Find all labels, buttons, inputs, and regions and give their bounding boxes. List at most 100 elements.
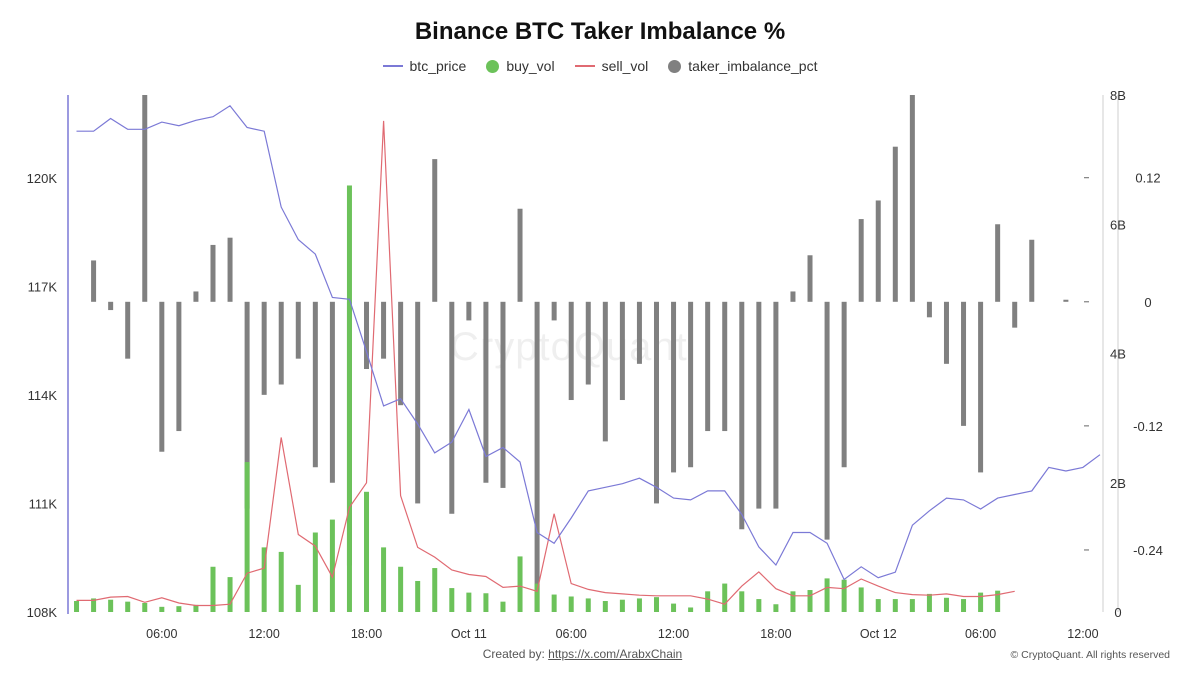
- imbalance-bar: [108, 301, 114, 311]
- buy-vol-bar: [875, 599, 881, 612]
- buy-vol-bar: [500, 601, 506, 612]
- imbalance-bar: [824, 301, 830, 540]
- buy-vol-bar: [926, 593, 932, 612]
- imbalance-bar: [671, 301, 677, 473]
- imbalance-bar: [466, 301, 472, 321]
- imbalance-bar: [500, 301, 506, 488]
- btc-price-line: [76, 105, 1101, 581]
- watermark: CryptoQuant: [450, 325, 688, 370]
- buy-vol-bar: [773, 604, 779, 612]
- x-tick-label: 18:00: [760, 627, 791, 641]
- created-by-link[interactable]: https://x.com/ArabxChain: [548, 647, 683, 661]
- y-left-tick-label: 120K: [27, 171, 58, 186]
- imbalance-bar: [381, 301, 387, 359]
- legend-swatch-btc-price: [382, 65, 403, 67]
- buy-vol-bar: [722, 583, 728, 612]
- imbalance-bar: [432, 159, 438, 302]
- imbalance-bar: [278, 301, 284, 385]
- imbalance-bar: [449, 301, 455, 514]
- imbalance-bar: [295, 301, 301, 359]
- buy-vol-bar: [909, 599, 915, 612]
- imbalance-bar: [312, 301, 318, 468]
- buy-vol-bar: [653, 597, 659, 612]
- buy-vol-bar: [364, 491, 370, 612]
- buy-vol-bar: [193, 604, 199, 612]
- imbalance-bar: [125, 301, 131, 359]
- imbalance-bar: [534, 301, 540, 612]
- buy-vol-bar: [210, 566, 216, 612]
- buy-vol-bar: [346, 185, 352, 612]
- imbalance-bar: [261, 301, 267, 395]
- imbalance-bar: [244, 301, 250, 509]
- buy-vol-bar: [943, 597, 949, 612]
- imbalance-bar: [602, 301, 608, 442]
- buy-vol-bar: [449, 588, 455, 612]
- imbalance-bar: [619, 301, 625, 401]
- x-tick-label: 12:00: [249, 627, 280, 641]
- buy-vol-bar: [961, 599, 967, 612]
- imbalance-bar: [517, 208, 523, 302]
- y-left-tick-label: 111K: [29, 497, 58, 512]
- legend-item-buy-vol[interactable]: buy_vol: [486, 58, 555, 74]
- imbalance-bar: [483, 301, 489, 483]
- x-tick-label: 12:00: [658, 627, 689, 641]
- imbalance-bar: [688, 301, 694, 468]
- legend-item-btc-price[interactable]: btc_price: [382, 58, 467, 74]
- buy-vol-bar: [756, 599, 762, 612]
- legend-item-sell-vol[interactable]: sell_vol: [574, 58, 649, 74]
- imbalance-bar: [1029, 239, 1035, 302]
- imbalance-bar: [415, 301, 421, 504]
- x-tick-label: Oct 12: [860, 627, 897, 641]
- imbalance-bar: [636, 301, 642, 364]
- legend-item-taker-imbalance[interactable]: taker_imbalance_pct: [668, 58, 817, 74]
- legend-label-sell-vol: sell_vol: [601, 58, 649, 74]
- sell-vol-line: [76, 120, 1015, 607]
- y-imbalance-tick-label: 0: [1144, 295, 1151, 310]
- legend-label-btc-price: btc_price: [409, 58, 467, 74]
- imbalance-bar: [159, 301, 165, 452]
- imbalance-bar: [364, 301, 370, 370]
- imbalance-bar: [926, 301, 932, 318]
- buy-vol-bar: [551, 594, 557, 612]
- buy-vol-bar: [483, 593, 489, 612]
- x-tick-label: 12:00: [1067, 627, 1098, 641]
- buy-vol-bar: [892, 599, 898, 612]
- imbalance-bar: [943, 301, 949, 364]
- y-volume-tick-label: 8B: [1110, 88, 1126, 103]
- buy-vol-bar: [688, 607, 694, 612]
- legend-swatch-sell-vol: [574, 65, 595, 67]
- imbalance-bar: [892, 146, 898, 302]
- buy-vol-bar: [636, 598, 642, 612]
- y-volume-tick-label: 6B: [1110, 217, 1126, 232]
- buy-vol-bar: [841, 579, 847, 612]
- buy-vol-bar: [261, 547, 267, 612]
- buy-vol-bar: [278, 551, 284, 612]
- imbalance-bar: [210, 244, 216, 302]
- imbalance-bar: [227, 237, 233, 302]
- imbalance-bar: [875, 200, 881, 302]
- buy-vol-bar: [534, 583, 540, 612]
- buy-vol-bar: [585, 598, 591, 612]
- buy-vol-bar: [739, 591, 745, 612]
- buy-vol-bar: [705, 591, 711, 612]
- imbalance-bar: [858, 219, 864, 302]
- imbalance-bar: [91, 260, 97, 302]
- imbalance-bar: [739, 301, 745, 530]
- buy-vol-bar: [176, 606, 182, 612]
- imbalance-bar: [398, 301, 404, 406]
- y-imbalance-tick-label: -0.24: [1133, 543, 1163, 558]
- buy-vol-bar: [671, 603, 677, 612]
- y-volume-tick-label: 0: [1114, 605, 1121, 620]
- imbalance-bar: [193, 291, 199, 302]
- buy-vol-bar: [398, 566, 404, 612]
- imbalance-bar: [790, 291, 796, 302]
- imbalance-bar: [756, 301, 762, 509]
- legend-swatch-buy-vol: [486, 59, 500, 73]
- legend-label-taker-imbalance: taker_imbalance_pct: [688, 58, 818, 74]
- imbalance-bar: [1012, 301, 1018, 328]
- buy-vol-bar: [142, 602, 148, 612]
- buy-vol-bar: [807, 590, 813, 612]
- y-left-tick-label: 108K: [27, 605, 58, 620]
- y-left-tick-label: 117K: [28, 280, 58, 295]
